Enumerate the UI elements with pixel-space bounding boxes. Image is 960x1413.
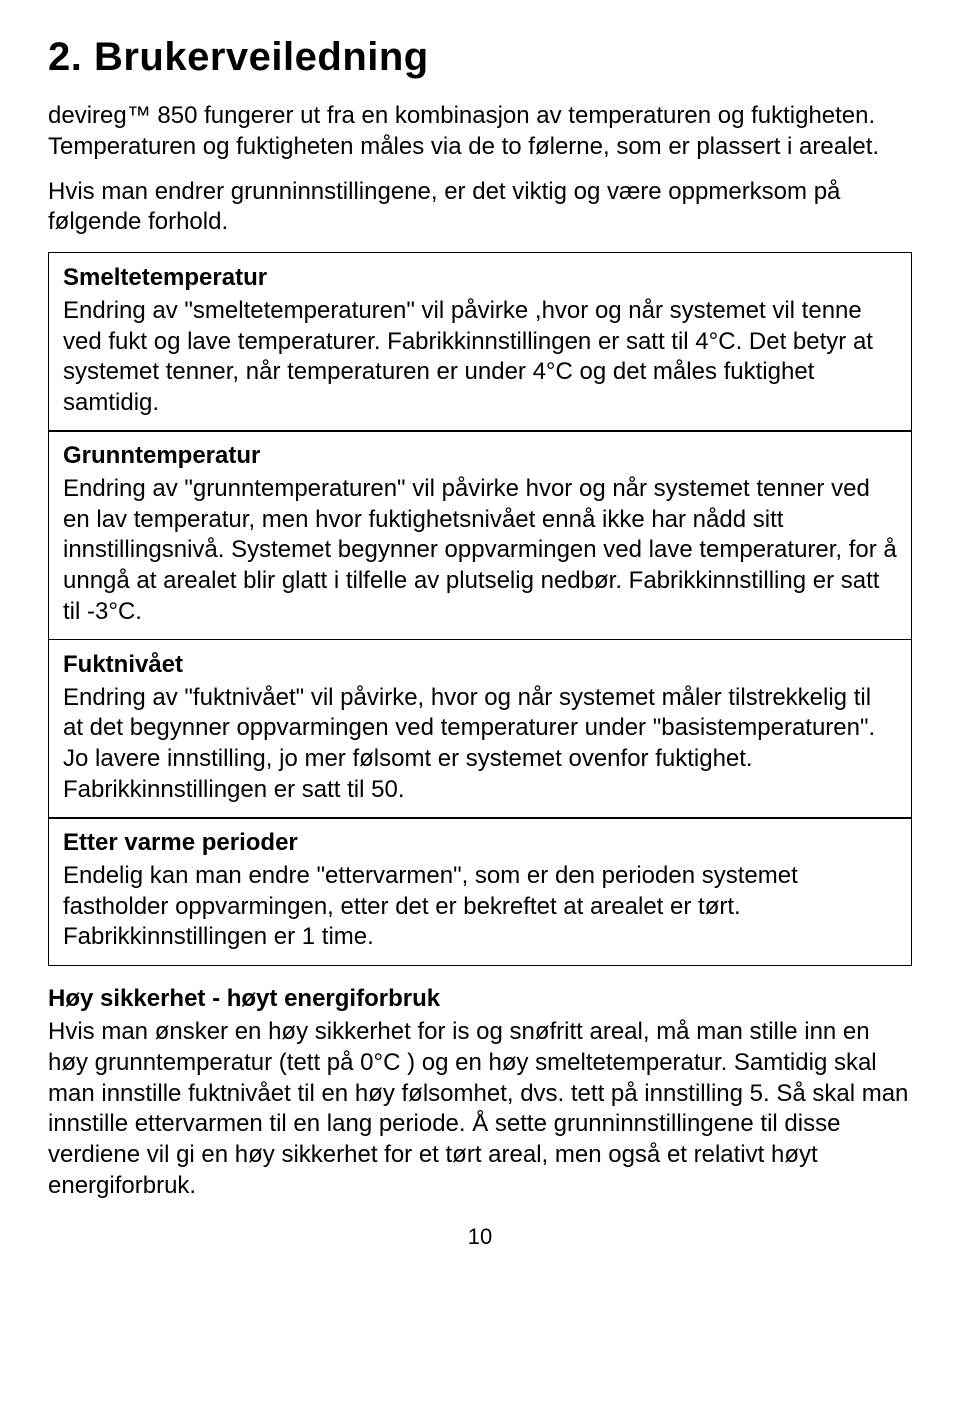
page-number: 10 [48, 1223, 912, 1251]
fuktnivaet-body: Endring av "fuktnivået" vil påvirke, hvo… [63, 683, 897, 806]
intro-paragraph-2: Hvis man endrer grunninnstillingene, er … [48, 177, 912, 238]
fuktnivaet-title: Fuktnivået [63, 650, 897, 681]
footer-body: Hvis man ønsker en høy sikkerhet for is … [48, 1017, 912, 1201]
etter-varme-body: Endelig kan man endre "ettervarmen", som… [63, 861, 897, 953]
footer-section: Høy sikkerhet - høyt energiforbruk Hvis … [48, 984, 912, 1201]
page-title: 2. Brukerveiledning [48, 32, 912, 83]
etter-varme-title: Etter varme perioder [63, 828, 897, 859]
smeltetemperatur-body: Endring av "smeltetemperaturen" vil påvi… [63, 296, 897, 419]
box-grunntemperatur: Grunntemperatur Endring av "grunntempera… [48, 430, 912, 640]
box-etter-varme-perioder: Etter varme perioder Endelig kan man end… [48, 817, 912, 966]
smeltetemperatur-title: Smeltetemperatur [63, 263, 897, 294]
intro-paragraph-1: devireg™ 850 fungerer ut fra en kombinas… [48, 101, 912, 162]
box-smeltetemperatur: Smeltetemperatur Endring av "smeltetempe… [48, 252, 912, 432]
grunntemperatur-title: Grunntemperatur [63, 441, 897, 472]
grunntemperatur-body: Endring av "grunntemperaturen" vil påvir… [63, 474, 897, 628]
footer-title: Høy sikkerhet - høyt energiforbruk [48, 984, 912, 1015]
box-fuktnivaet: Fuktnivået Endring av "fuktnivået" vil p… [48, 639, 912, 819]
